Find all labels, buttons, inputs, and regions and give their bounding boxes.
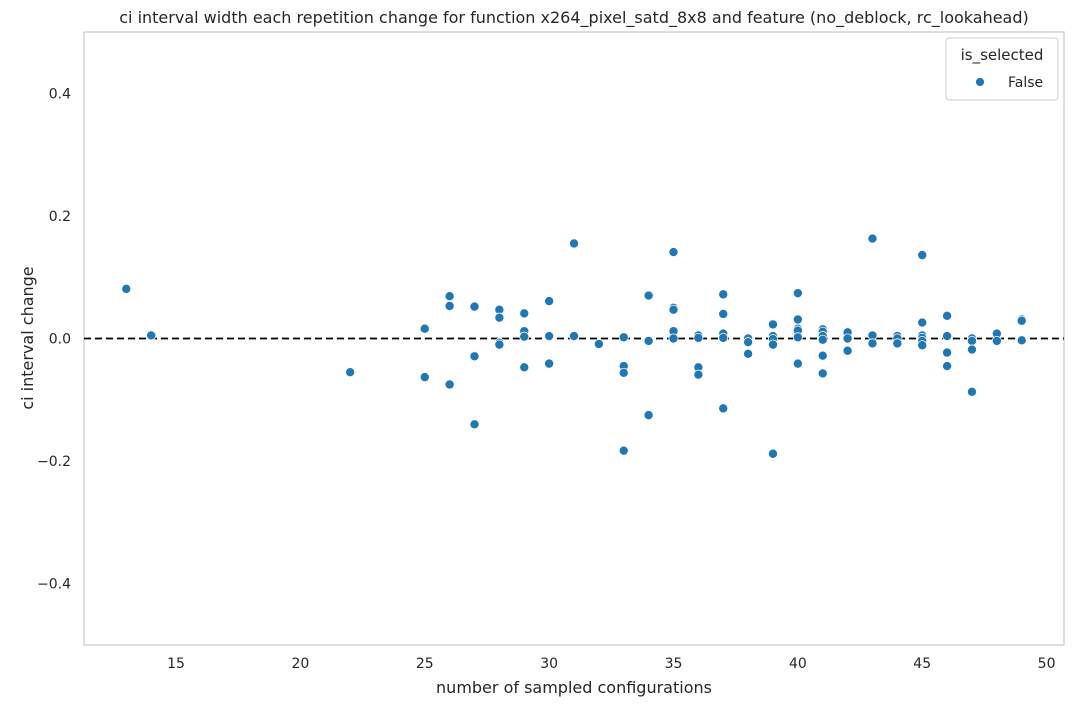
data-point <box>817 334 828 345</box>
data-point <box>817 368 828 379</box>
data-point <box>792 314 803 325</box>
data-point <box>519 331 530 342</box>
data-point <box>743 348 754 359</box>
data-point <box>966 344 977 355</box>
data-point <box>519 308 530 319</box>
data-point <box>146 330 157 341</box>
data-point <box>618 332 629 343</box>
y-tick-label: 0.4 <box>49 86 71 102</box>
y-tick-label: 0.2 <box>49 209 71 225</box>
data-point <box>718 308 729 319</box>
legend-label-false: False <box>1008 75 1043 91</box>
legend-marker <box>975 77 985 87</box>
legend-title: is_selected <box>961 46 1044 65</box>
data-point <box>593 339 604 350</box>
data-point <box>618 367 629 378</box>
data-point <box>792 332 803 343</box>
x-tick-label: 15 <box>167 656 185 672</box>
data-point <box>966 386 977 397</box>
data-point <box>419 372 430 383</box>
data-point <box>942 347 953 358</box>
data-point <box>544 358 555 369</box>
y-tick-label: −0.4 <box>37 577 71 593</box>
data-point <box>668 333 679 344</box>
data-point <box>718 289 729 300</box>
data-point <box>345 367 356 378</box>
data-point <box>842 333 853 344</box>
data-point <box>966 335 977 346</box>
data-point <box>494 312 505 323</box>
data-point <box>469 351 480 362</box>
data-point <box>668 304 679 315</box>
x-tick-label: 50 <box>1038 656 1056 672</box>
data-point <box>618 445 629 456</box>
x-tick-label: 25 <box>416 656 434 672</box>
data-point <box>892 338 903 349</box>
data-point <box>743 337 754 348</box>
y-tick-label: −0.2 <box>37 454 71 470</box>
data-point <box>1016 315 1027 326</box>
data-point <box>469 301 480 312</box>
y-axis-label: ci interval change <box>18 266 37 409</box>
data-point <box>121 283 132 294</box>
data-point <box>792 358 803 369</box>
data-point <box>643 290 654 301</box>
data-point <box>419 323 430 334</box>
x-tick-label: 30 <box>540 656 558 672</box>
data-point <box>494 339 505 350</box>
scatter-points <box>121 233 1027 459</box>
data-point <box>942 361 953 372</box>
data-point <box>917 317 928 328</box>
data-point <box>569 238 580 249</box>
data-point <box>444 379 455 390</box>
data-point <box>544 296 555 307</box>
y-axis-ticks: −0.4 −0.2 0.0 0.2 0.4 <box>37 86 71 592</box>
data-point <box>668 247 679 258</box>
data-point <box>544 331 555 342</box>
data-point <box>767 319 778 330</box>
x-tick-label: 40 <box>789 656 807 672</box>
y-tick-label: 0.0 <box>49 332 71 348</box>
x-tick-label: 45 <box>913 656 931 672</box>
data-point <box>867 233 878 244</box>
data-point <box>842 345 853 356</box>
legend: is_selected False <box>945 37 1059 101</box>
x-axis-ticks: 15 20 25 30 35 40 45 50 <box>167 656 1055 672</box>
data-point <box>991 335 1002 346</box>
data-point <box>792 288 803 299</box>
x-tick-label: 20 <box>291 656 309 672</box>
chart-title: ci interval width each repetition change… <box>119 8 1029 28</box>
x-tick-label: 35 <box>665 656 683 672</box>
data-point <box>718 403 729 414</box>
legend-box <box>945 37 1059 101</box>
data-point <box>917 250 928 261</box>
data-point <box>693 332 704 343</box>
data-point <box>469 419 480 430</box>
data-point <box>1016 335 1027 346</box>
data-point <box>643 335 654 346</box>
data-point <box>942 331 953 342</box>
data-point <box>767 339 778 350</box>
data-point <box>519 362 530 373</box>
data-point <box>817 350 828 361</box>
data-point <box>643 410 654 421</box>
data-point <box>718 332 729 343</box>
data-point <box>767 448 778 459</box>
data-point <box>942 310 953 321</box>
data-point <box>917 340 928 351</box>
data-point <box>693 369 704 380</box>
data-point <box>444 301 455 312</box>
data-point <box>569 331 580 342</box>
data-point <box>444 291 455 302</box>
x-axis-label: number of sampled configurations <box>436 678 712 697</box>
data-point <box>867 338 878 349</box>
